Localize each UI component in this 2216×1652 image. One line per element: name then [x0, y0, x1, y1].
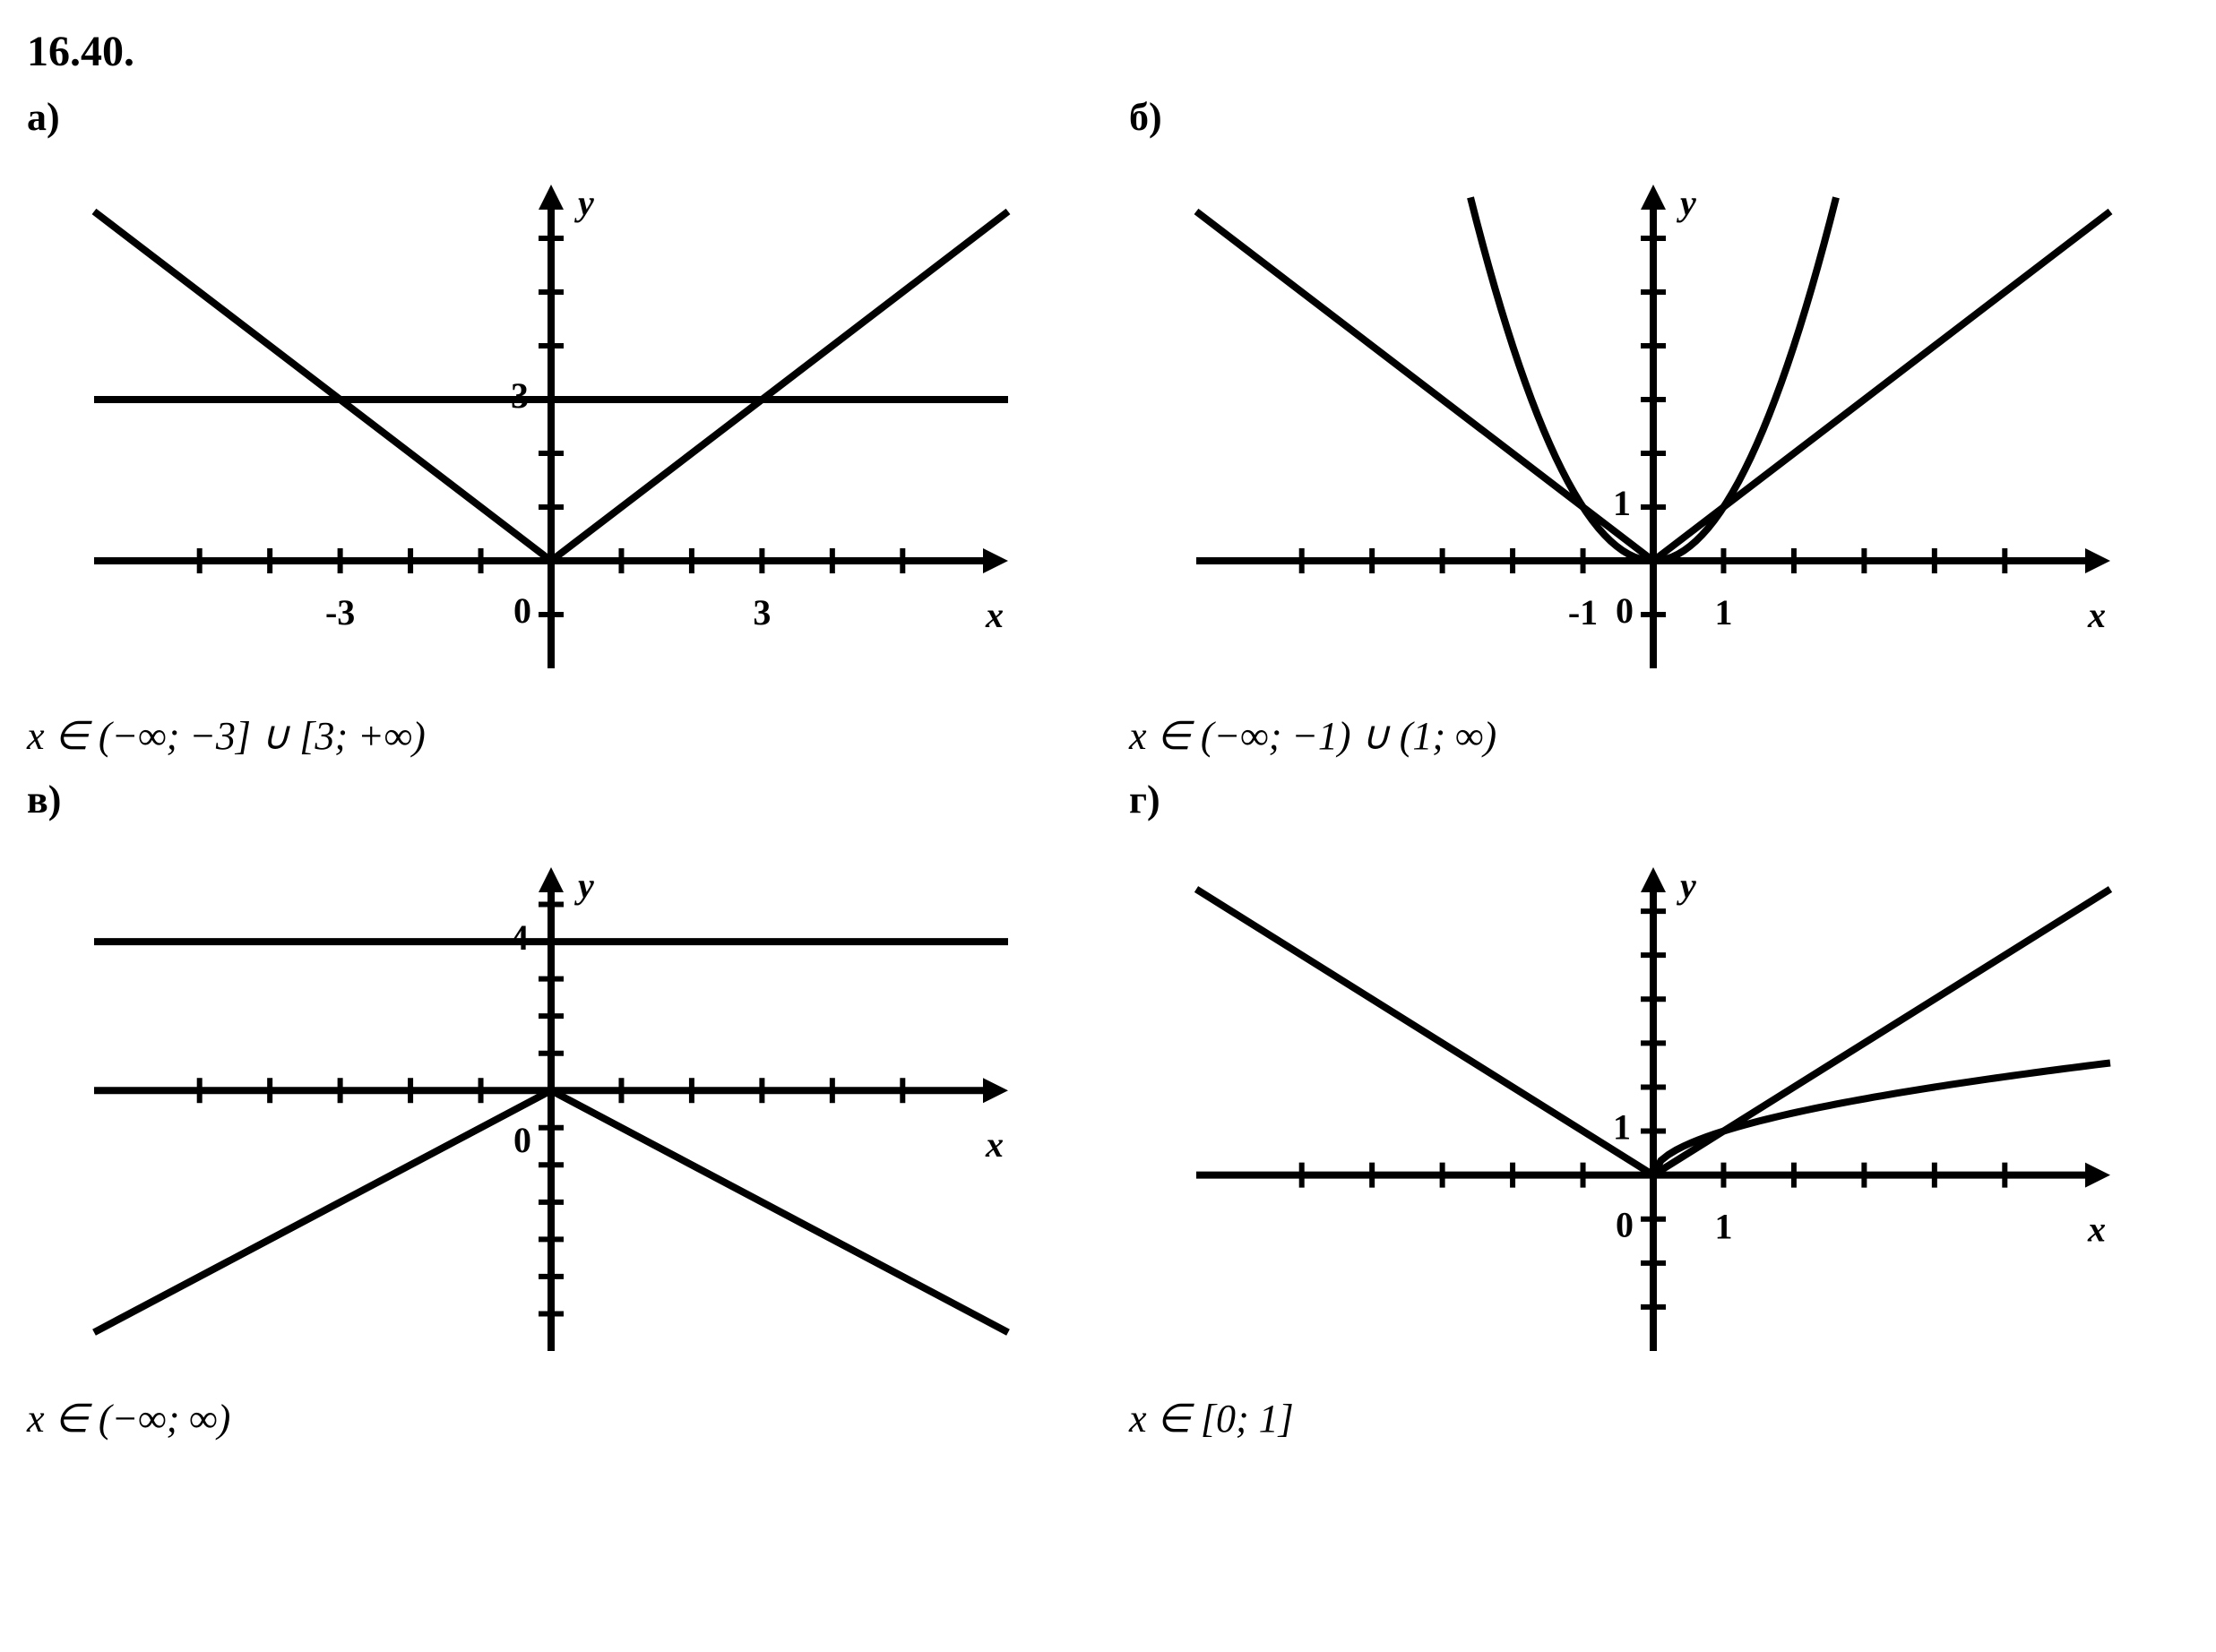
svg-text:1: 1	[1714, 1206, 1732, 1246]
svg-text:y: y	[1677, 865, 1696, 906]
svg-text:3: 3	[511, 375, 529, 416]
panel-d-label: г)	[1129, 777, 2177, 822]
svg-text:x: x	[985, 1124, 1004, 1165]
svg-text:x: x	[985, 595, 1004, 635]
panel-b: б) x y 0 -1 1 1 x ∈ (−∞; −1) ∪ (1; ∞)	[1129, 94, 2177, 759]
svg-text:1: 1	[1613, 1107, 1631, 1148]
svg-text:1: 1	[1714, 592, 1732, 632]
svg-text:x: x	[2087, 595, 2106, 635]
chart-c: x y 0 4	[27, 831, 1075, 1387]
answer-b: x ∈ (−∞; −1) ∪ (1; ∞)	[1129, 713, 2177, 759]
panel-b-label: б)	[1129, 94, 2177, 140]
panel-a: а) x y 0 -3 3 3 x ∈ (−∞; −3] ∪ [3; +∞)	[27, 94, 1075, 759]
chart-a: x y 0 -3 3 3	[27, 149, 1075, 704]
answer-a: x ∈ (−∞; −3] ∪ [3; +∞)	[27, 713, 1075, 759]
svg-text:4: 4	[511, 917, 529, 958]
answer-d: x ∈ [0; 1]	[1129, 1396, 2177, 1441]
svg-text:0: 0	[1616, 1204, 1634, 1244]
problem-number: 16.40.	[27, 27, 2177, 76]
chart-b: x y 0 -1 1 1	[1129, 149, 2177, 704]
svg-text:0: 0	[513, 590, 531, 631]
chart-d: x y 0 1 1	[1129, 831, 2177, 1387]
svg-text:3: 3	[753, 592, 771, 632]
svg-text:0: 0	[1616, 590, 1634, 631]
panel-a-label: а)	[27, 94, 1075, 140]
svg-text:-3: -3	[325, 592, 355, 632]
panel-c-label: в)	[27, 777, 1075, 822]
svg-text:1: 1	[1613, 483, 1631, 523]
answer-c: x ∈ (−∞; ∞)	[27, 1396, 1075, 1441]
svg-text:x: x	[2087, 1209, 2106, 1249]
svg-text:y: y	[1677, 183, 1696, 223]
svg-text:y: y	[574, 865, 594, 906]
svg-text:y: y	[574, 183, 594, 223]
svg-text:0: 0	[513, 1120, 531, 1160]
panel-d: г) x y 0 1 1 x ∈ [0; 1]	[1129, 777, 2177, 1441]
svg-text:-1: -1	[1568, 592, 1598, 632]
panel-c: в) x y 0 4 x ∈ (−∞; ∞)	[27, 777, 1075, 1441]
